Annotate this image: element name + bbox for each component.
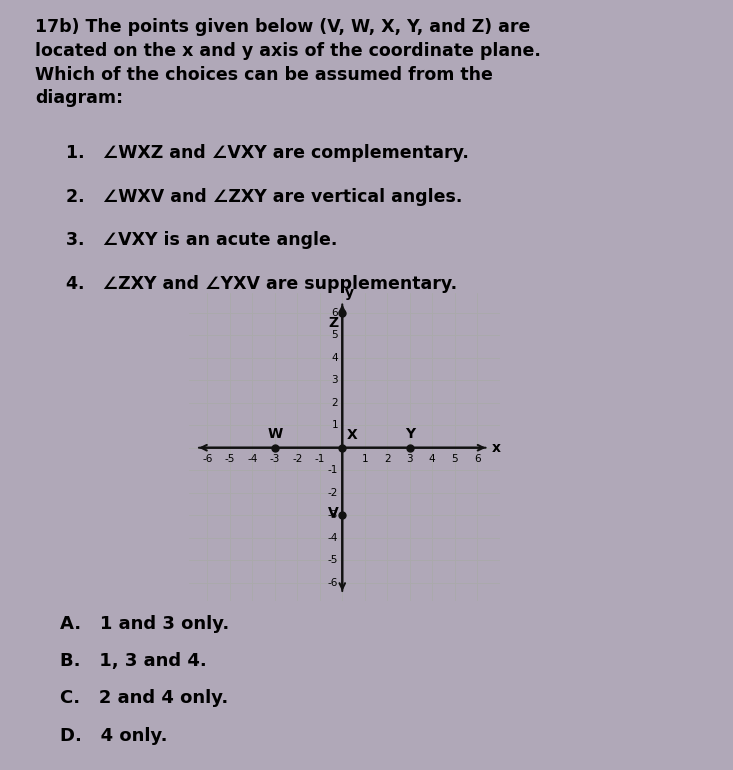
Text: Z: Z bbox=[329, 316, 339, 330]
Text: -4: -4 bbox=[247, 454, 257, 464]
Text: 3: 3 bbox=[406, 454, 413, 464]
Text: -2: -2 bbox=[292, 454, 303, 464]
Text: 4: 4 bbox=[429, 454, 435, 464]
Text: x: x bbox=[492, 440, 501, 455]
Text: y: y bbox=[345, 286, 354, 300]
Text: B.   1, 3 and 4.: B. 1, 3 and 4. bbox=[60, 652, 207, 670]
Text: -1: -1 bbox=[328, 465, 338, 475]
Text: D.   4 only.: D. 4 only. bbox=[60, 727, 168, 745]
Text: 1: 1 bbox=[361, 454, 368, 464]
Text: X: X bbox=[346, 428, 357, 442]
Text: -2: -2 bbox=[328, 487, 338, 497]
Text: 2: 2 bbox=[384, 454, 391, 464]
Text: -4: -4 bbox=[328, 533, 338, 543]
Text: 4.   ∠ZXY and ∠YXV are supplementary.: 4. ∠ZXY and ∠YXV are supplementary. bbox=[66, 276, 457, 293]
Text: 1.   ∠WXZ and ∠VXY are complementary.: 1. ∠WXZ and ∠VXY are complementary. bbox=[66, 144, 469, 162]
Text: 2.   ∠WXV and ∠ZXY are vertical angles.: 2. ∠WXV and ∠ZXY are vertical angles. bbox=[66, 188, 463, 206]
Text: -6: -6 bbox=[202, 454, 213, 464]
Text: A.   1 and 3 only.: A. 1 and 3 only. bbox=[60, 615, 229, 633]
Text: 6: 6 bbox=[474, 454, 480, 464]
Text: Y: Y bbox=[405, 427, 415, 441]
Text: -1: -1 bbox=[314, 454, 325, 464]
Text: -3: -3 bbox=[328, 511, 338, 521]
Text: V: V bbox=[328, 506, 339, 520]
Text: 2: 2 bbox=[331, 398, 338, 408]
Text: 3.   ∠VXY is an acute angle.: 3. ∠VXY is an acute angle. bbox=[66, 232, 338, 249]
Text: W: W bbox=[268, 427, 282, 441]
Text: 5: 5 bbox=[452, 454, 458, 464]
Text: 5: 5 bbox=[331, 330, 338, 340]
Text: C.   2 and 4 only.: C. 2 and 4 only. bbox=[60, 689, 229, 708]
Text: -6: -6 bbox=[328, 578, 338, 588]
Text: -3: -3 bbox=[270, 454, 280, 464]
Text: 4: 4 bbox=[331, 353, 338, 363]
Text: 17b) The points given below (V, W, X, Y, and Z) are
located on the x and y axis : 17b) The points given below (V, W, X, Y,… bbox=[35, 18, 542, 107]
Text: 6: 6 bbox=[331, 308, 338, 318]
Text: 3: 3 bbox=[331, 375, 338, 385]
Text: -5: -5 bbox=[328, 555, 338, 565]
Text: 1: 1 bbox=[331, 420, 338, 430]
Text: -5: -5 bbox=[225, 454, 235, 464]
